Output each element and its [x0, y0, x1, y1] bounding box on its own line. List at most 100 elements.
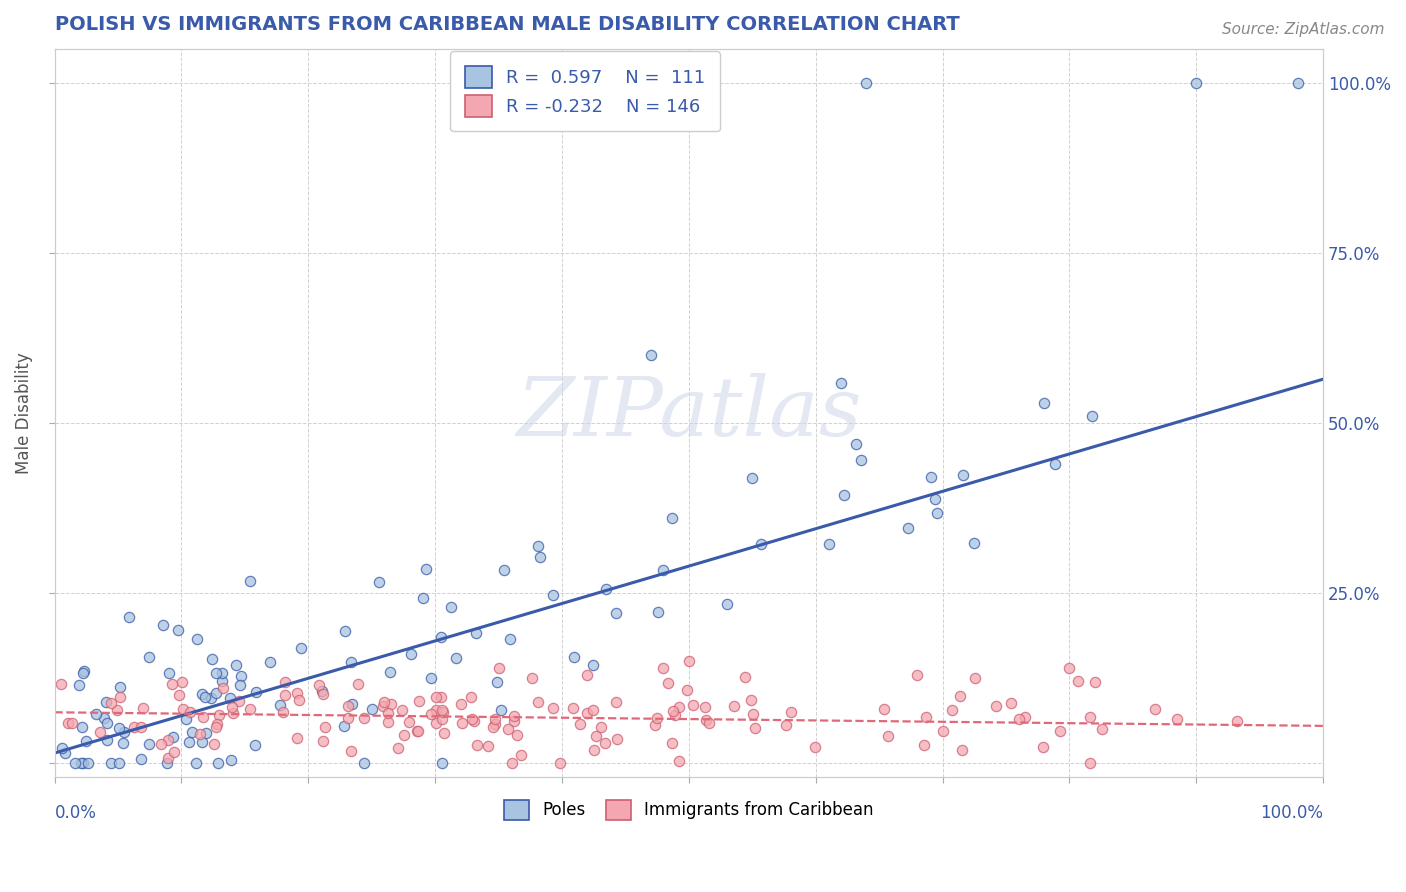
Point — [1084, 674, 1107, 689]
Point — [259, 655, 281, 669]
Point — [501, 756, 523, 771]
Point — [228, 694, 250, 708]
Point — [100, 756, 122, 771]
Point — [288, 693, 311, 707]
Point — [111, 735, 134, 749]
Point — [229, 678, 252, 692]
Point — [668, 754, 690, 768]
Point — [108, 690, 131, 704]
Point — [585, 730, 607, 744]
Point — [927, 506, 949, 520]
Point — [818, 537, 841, 551]
Point — [172, 702, 194, 716]
Point — [465, 625, 488, 640]
Point — [465, 738, 488, 752]
Point — [308, 678, 330, 692]
Point — [184, 756, 207, 770]
Point — [1226, 714, 1249, 728]
Point — [912, 738, 935, 752]
Y-axis label: Male Disability: Male Disability — [15, 352, 32, 474]
Point — [132, 701, 155, 715]
Point — [640, 348, 662, 362]
Point — [129, 720, 152, 734]
Point — [606, 731, 628, 746]
Point — [408, 723, 430, 738]
Point — [69, 756, 91, 771]
Point — [188, 727, 211, 741]
Text: Source: ZipAtlas.com: Source: ZipAtlas.com — [1222, 22, 1385, 37]
Point — [744, 722, 766, 736]
Point — [360, 702, 382, 716]
Point — [162, 677, 184, 691]
Point — [583, 742, 606, 756]
Point — [749, 536, 772, 550]
Point — [645, 711, 668, 725]
Point — [205, 716, 228, 731]
Point — [740, 693, 762, 707]
Point — [664, 708, 686, 723]
Point — [368, 574, 391, 589]
Point — [780, 706, 803, 720]
Point — [440, 599, 463, 614]
Point — [1032, 739, 1054, 754]
Point — [742, 707, 765, 722]
Point — [380, 697, 402, 711]
Point — [1143, 701, 1166, 715]
Point — [1033, 396, 1056, 410]
Point — [482, 720, 505, 734]
Point — [527, 695, 550, 709]
Point — [605, 606, 627, 620]
Point — [340, 698, 363, 712]
Point — [1080, 409, 1102, 423]
Point — [179, 705, 201, 719]
Point — [484, 712, 506, 726]
Point — [678, 654, 700, 668]
Point — [347, 677, 370, 691]
Point — [269, 698, 291, 713]
Point — [156, 751, 179, 765]
Point — [657, 676, 679, 690]
Point — [697, 715, 720, 730]
Point — [204, 686, 226, 700]
Point — [498, 722, 520, 736]
Point — [491, 703, 513, 717]
Point — [380, 665, 402, 679]
Point — [56, 716, 79, 731]
Point — [662, 705, 685, 719]
Point — [605, 695, 627, 709]
Point — [897, 521, 920, 535]
Point — [191, 687, 214, 701]
Point — [430, 712, 453, 726]
Point — [723, 698, 745, 713]
Point — [1185, 77, 1208, 91]
Point — [741, 471, 763, 485]
Point — [668, 700, 690, 714]
Point — [221, 753, 243, 767]
Point — [205, 665, 228, 680]
Point — [849, 452, 872, 467]
Point — [353, 711, 375, 725]
Point — [65, 756, 87, 771]
Point — [595, 582, 617, 596]
Point — [239, 701, 262, 715]
Point — [387, 741, 409, 756]
Point — [432, 756, 454, 771]
Point — [647, 605, 669, 619]
Point — [108, 680, 131, 694]
Point — [96, 716, 118, 731]
Text: 0.0%: 0.0% — [55, 804, 97, 822]
Point — [112, 724, 135, 739]
Point — [412, 591, 434, 606]
Point — [463, 714, 485, 728]
Point — [430, 690, 453, 704]
Point — [962, 536, 984, 550]
Point — [73, 664, 96, 678]
Point — [576, 668, 599, 682]
Point — [340, 655, 363, 669]
Point — [494, 563, 516, 577]
Point — [208, 707, 231, 722]
Point — [337, 711, 360, 725]
Point — [562, 701, 585, 715]
Point — [830, 376, 852, 390]
Point — [194, 725, 217, 739]
